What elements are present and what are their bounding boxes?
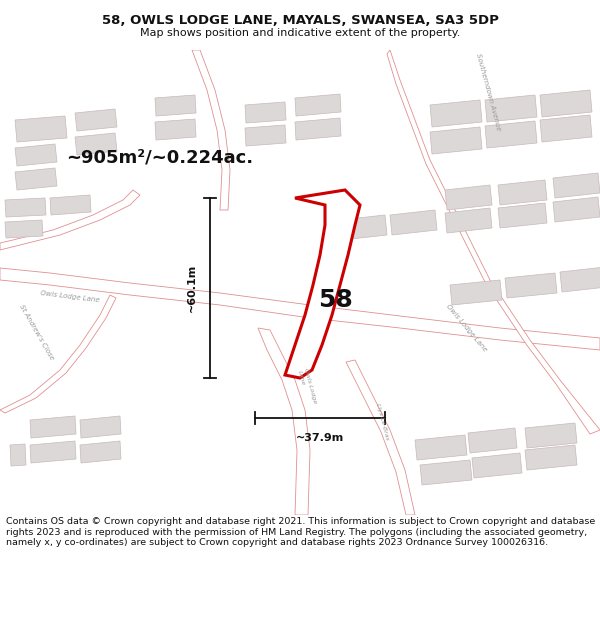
Polygon shape — [340, 215, 387, 240]
Polygon shape — [5, 198, 46, 217]
Polygon shape — [155, 119, 196, 140]
Text: Map shows position and indicative extent of the property.: Map shows position and indicative extent… — [140, 28, 460, 38]
Polygon shape — [295, 94, 341, 116]
Text: ~905m²/~0.224ac.: ~905m²/~0.224ac. — [67, 149, 254, 167]
Polygon shape — [75, 109, 117, 131]
Polygon shape — [30, 441, 76, 463]
Polygon shape — [553, 197, 600, 222]
Polygon shape — [540, 115, 592, 142]
Text: Owls Lodge
Lane: Owls Lodge Lane — [297, 368, 317, 406]
Polygon shape — [485, 95, 537, 122]
Polygon shape — [50, 195, 91, 215]
Polygon shape — [80, 441, 121, 463]
Polygon shape — [560, 267, 600, 292]
Polygon shape — [0, 268, 600, 350]
Text: ~37.9m: ~37.9m — [296, 433, 344, 443]
Polygon shape — [15, 168, 57, 190]
Polygon shape — [5, 220, 43, 238]
Polygon shape — [450, 280, 502, 305]
Polygon shape — [15, 116, 67, 142]
Text: ~60.1m: ~60.1m — [187, 264, 197, 312]
Polygon shape — [445, 185, 492, 210]
Polygon shape — [415, 435, 467, 460]
Polygon shape — [430, 127, 482, 154]
Polygon shape — [75, 133, 117, 155]
Text: Southerndown Avenue: Southerndown Avenue — [475, 52, 502, 131]
Polygon shape — [245, 125, 286, 146]
Polygon shape — [498, 180, 547, 205]
Polygon shape — [0, 295, 116, 413]
Polygon shape — [525, 423, 577, 448]
Polygon shape — [525, 445, 577, 470]
Text: Llys Le-Bras: Llys Le-Bras — [375, 403, 389, 441]
Text: Owls Lodge Lane: Owls Lodge Lane — [445, 304, 488, 353]
Polygon shape — [430, 100, 482, 127]
Polygon shape — [472, 453, 522, 478]
Polygon shape — [498, 203, 547, 228]
Polygon shape — [192, 50, 230, 210]
Polygon shape — [15, 144, 57, 166]
Polygon shape — [285, 190, 360, 378]
Polygon shape — [0, 190, 140, 250]
Text: St Andrew's Close: St Andrew's Close — [18, 304, 55, 361]
Polygon shape — [346, 360, 415, 515]
Text: Contains OS data © Crown copyright and database right 2021. This information is : Contains OS data © Crown copyright and d… — [6, 517, 595, 547]
Polygon shape — [505, 273, 557, 298]
Polygon shape — [30, 416, 76, 438]
Polygon shape — [80, 416, 121, 438]
Polygon shape — [390, 210, 437, 235]
Polygon shape — [540, 90, 592, 117]
Polygon shape — [553, 173, 600, 198]
Polygon shape — [445, 208, 492, 233]
Polygon shape — [245, 102, 286, 123]
Polygon shape — [468, 428, 517, 453]
Polygon shape — [295, 118, 341, 140]
Polygon shape — [10, 444, 26, 466]
Text: Owls Lodge Lane: Owls Lodge Lane — [40, 290, 100, 303]
Text: 58: 58 — [317, 288, 352, 312]
Polygon shape — [420, 460, 472, 485]
Polygon shape — [387, 50, 600, 434]
Polygon shape — [258, 328, 310, 515]
Text: 58, OWLS LODGE LANE, MAYALS, SWANSEA, SA3 5DP: 58, OWLS LODGE LANE, MAYALS, SWANSEA, SA… — [101, 14, 499, 27]
Polygon shape — [155, 95, 196, 116]
Polygon shape — [485, 121, 537, 148]
